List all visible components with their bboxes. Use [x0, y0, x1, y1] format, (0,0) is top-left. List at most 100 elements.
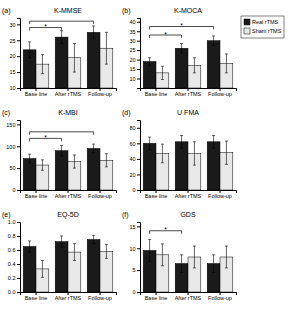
x-tick: After rTMS: [175, 190, 202, 199]
y-tick: 40: [129, 19, 140, 25]
y-tick-label: 15: [9, 69, 15, 75]
bar: [55, 242, 68, 292]
y-tick-label: 0: [12, 187, 15, 193]
x-tick-label: Base line: [25, 193, 48, 199]
x-axis: Base lineAfter rTMSFollow-up: [141, 190, 237, 199]
x-axis: Base lineAfter rTMSFollow-up: [21, 292, 117, 301]
x-tick-label: Follow-up: [208, 193, 232, 199]
legend-swatch: [244, 28, 250, 34]
error-bar: [225, 141, 228, 164]
panel-title: U FMA: [177, 109, 199, 116]
y-tick: 15: [9, 69, 20, 75]
x-tick: Follow-up: [208, 88, 232, 97]
error-bar: [60, 236, 63, 247]
y-tick-mark: [137, 270, 140, 271]
bar: [23, 159, 36, 191]
y-tick: 100: [6, 144, 20, 150]
plot-area: [23, 235, 113, 292]
y-axis-line: [17, 19, 21, 89]
error-bar: [212, 255, 215, 273]
panel-label: (a): [2, 7, 11, 15]
error-bar: [92, 26, 95, 39]
y-axis-line: [17, 223, 21, 293]
y-tick-label: 150: [6, 122, 15, 128]
bar: [87, 240, 100, 293]
panel: 0.00.20.40.60.81.0Base lineAfter rTMSFol…: [2, 211, 117, 301]
bar: [175, 142, 188, 190]
error-bar: [28, 241, 31, 252]
significance-label: *: [164, 31, 167, 38]
error-bar: [105, 244, 108, 258]
y-axis: 10152025303540: [129, 19, 140, 89]
error-bar: [161, 66, 164, 79]
bar: [207, 142, 220, 190]
legend-label: Real rTMS: [252, 19, 279, 25]
annotations: **: [164, 22, 183, 38]
bar: [87, 32, 100, 88]
y-tick: 0: [132, 187, 140, 193]
error-bar: [41, 160, 44, 171]
y-tick-label: 25: [129, 47, 135, 53]
y-tick-label: 10: [9, 85, 15, 91]
y-tick-label: 10: [129, 246, 135, 252]
error-bar: [92, 235, 95, 243]
y-tick: 0.0: [8, 289, 20, 295]
y-tick-mark: [137, 31, 140, 32]
significance-label: *: [164, 226, 167, 233]
y-axis-line: [17, 121, 21, 191]
panel: **10152025303540Base lineAfter rTMSFollo…: [122, 7, 284, 97]
y-tick: 10: [129, 246, 140, 252]
y-tick-label: 0: [132, 289, 135, 295]
x-tick-label: Follow-up: [88, 295, 112, 301]
x-tick-label: Follow-up: [88, 193, 112, 199]
y-tick: 1.0: [8, 219, 20, 225]
x-tick-label: Follow-up: [208, 91, 232, 97]
panel-title: EQ-5D: [57, 211, 78, 219]
legend-frame: [241, 16, 284, 38]
error-bar: [148, 58, 151, 66]
error-bar: [212, 136, 215, 148]
y-tick-mark: [17, 250, 20, 251]
y-tick-mark: [17, 190, 20, 191]
y-tick: 20: [9, 53, 20, 59]
y-axis-line: [137, 121, 141, 191]
y-tick-mark: [17, 88, 20, 89]
y-tick: 50: [9, 165, 20, 171]
y-tick-mark: [137, 143, 140, 144]
error-bar: [73, 244, 76, 261]
y-tick-label: 0: [132, 187, 135, 193]
y-tick-mark: [17, 264, 20, 265]
y-tick-mark: [17, 56, 20, 57]
plot-area: [143, 27, 233, 88]
x-tick-label: After rTMS: [55, 91, 82, 97]
bar: [55, 37, 68, 88]
y-tick: 35: [129, 29, 140, 35]
y-tick-label: 15: [129, 224, 135, 230]
x-axis: Base lineAfter rTMSFollow-up: [141, 88, 237, 97]
panel-title: K-MOCA: [174, 7, 202, 14]
y-tick: 15: [129, 224, 140, 230]
error-bar: [73, 43, 76, 72]
x-tick-label: Base line: [25, 295, 48, 301]
x-tick: Base line: [145, 292, 168, 301]
y-tick-label: 0.8: [8, 233, 16, 239]
error-bar: [180, 44, 183, 53]
y-tick-mark: [137, 128, 140, 129]
error-bar: [28, 42, 31, 58]
y-axis-line: [137, 223, 141, 293]
error-bar: [193, 58, 196, 73]
y-tick-label: 80: [129, 125, 135, 131]
legend: Real rTMSSham rTMS: [241, 16, 284, 38]
panel-label: (f): [122, 211, 129, 219]
y-tick: 150: [6, 122, 20, 128]
x-tick: Base line: [25, 190, 48, 199]
error-bar: [92, 144, 95, 153]
panel: 020406080Base lineAfter rTMSFollow-upU F…: [122, 109, 237, 199]
y-tick: 20: [129, 172, 140, 178]
y-axis: 0 50 100 150: [6, 121, 20, 194]
error-bar: [225, 54, 228, 73]
x-tick: After rTMS: [55, 190, 82, 199]
y-tick-mark: [137, 159, 140, 160]
y-tick-label: 20: [129, 172, 135, 178]
error-bar: [148, 240, 151, 262]
